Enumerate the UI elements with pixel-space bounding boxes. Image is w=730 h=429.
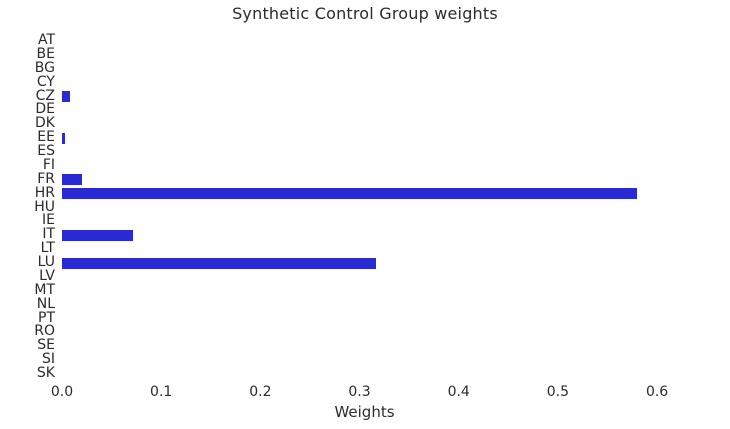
chart-title: Synthetic Control Group weights — [232, 4, 498, 23]
bar-fr — [62, 174, 82, 186]
y-tick-label-hr: HR — [34, 184, 55, 201]
y-tick-label-fi: FI — [42, 156, 55, 173]
x-tick-label-0.2: 0.2 — [249, 384, 272, 400]
y-tick-label-de: DE — [35, 101, 55, 118]
y-tick-label-bg: BG — [34, 59, 55, 76]
x-tick-label-0.6: 0.6 — [645, 384, 669, 400]
bar-hr — [62, 188, 638, 200]
x-tick-label-0.0: 0.0 — [50, 384, 74, 400]
x-tick-label-0.1: 0.1 — [150, 384, 173, 400]
y-tick-label-si: SI — [41, 351, 55, 368]
x-axis-label: Weights — [334, 403, 395, 421]
y-tick-label-ro: RO — [34, 323, 55, 340]
y-tick-label-ee: EE — [37, 129, 55, 146]
bar-it — [62, 229, 134, 241]
x-tick-label-0.5: 0.5 — [546, 384, 570, 400]
y-tick-label-se: SE — [37, 337, 55, 354]
y-tick-label-at: AT — [37, 32, 55, 48]
y-tick-label-pt: PT — [38, 309, 55, 326]
y-tick-label-be: BE — [36, 45, 55, 62]
y-tick-label-dk: DK — [35, 115, 55, 132]
y-tick-label-fr: FR — [37, 170, 55, 187]
plot-area — [62, 34, 667, 381]
y-tick-label-lu: LU — [37, 254, 55, 271]
y-tick-label-it: IT — [42, 226, 55, 243]
bar-lu — [62, 257, 377, 269]
y-tick-label-hu: HU — [34, 198, 55, 215]
y-tick-label-nl: NL — [36, 295, 55, 312]
bar-cz — [62, 90, 70, 102]
y-tick-label-lt: LT — [40, 240, 55, 257]
y-tick-label-ie: IE — [42, 212, 55, 229]
y-tick-label-cz: CZ — [35, 87, 55, 104]
x-tick-label-0.3: 0.3 — [348, 384, 371, 400]
y-tick-label-cy: CY — [36, 73, 55, 90]
bar-ee — [62, 132, 65, 144]
y-tick-label-es: ES — [37, 143, 55, 160]
y-tick-label-sk: SK — [36, 365, 55, 382]
y-tick-label-mt: MT — [34, 281, 55, 298]
y-tick-label-lv: LV — [39, 267, 55, 284]
x-tick-label-0.4: 0.4 — [447, 384, 470, 400]
